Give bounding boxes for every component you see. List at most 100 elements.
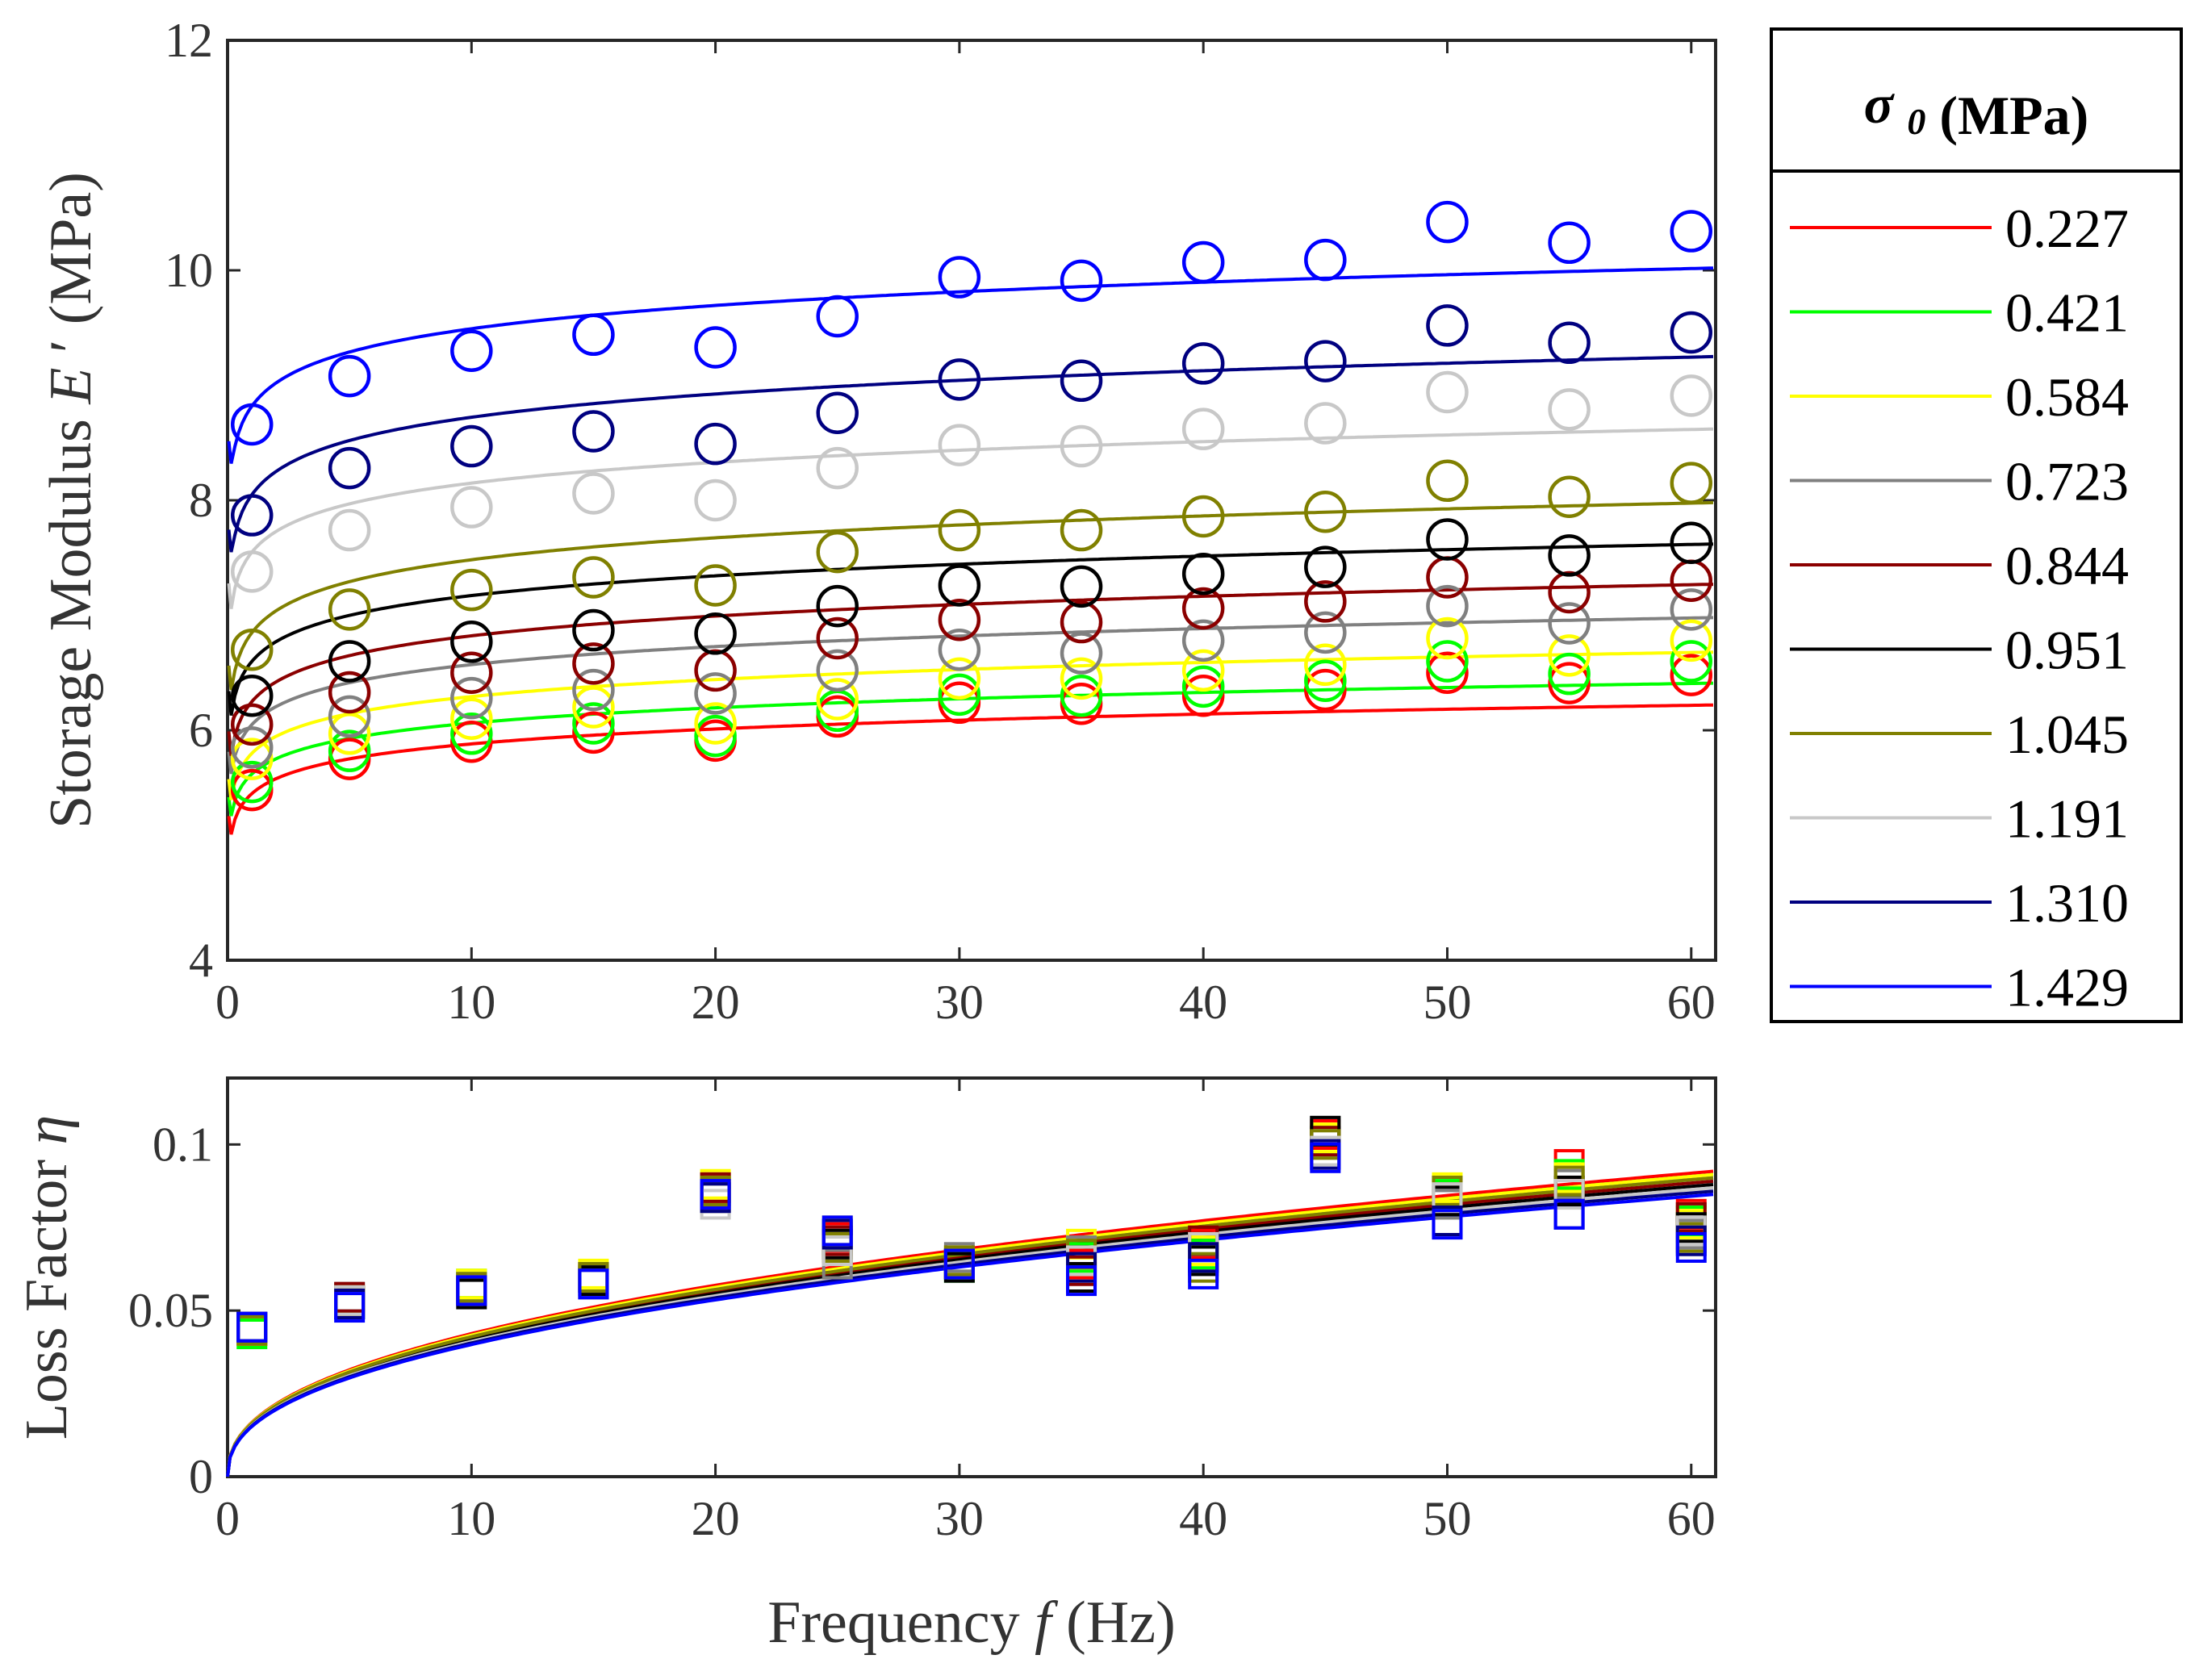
top-data-point xyxy=(450,621,493,663)
bottom-xlabel: Frequency f (Hz) xyxy=(767,1590,1175,1656)
bottom-data-point xyxy=(1310,1142,1341,1173)
legend-entry-label: 0.584 xyxy=(2005,366,2129,428)
top-data-point xyxy=(230,738,274,780)
top-data-point xyxy=(450,713,493,755)
bottom-data-point xyxy=(943,1248,975,1280)
top-data-point xyxy=(938,508,981,552)
top-data-point xyxy=(816,530,859,574)
top-data-point xyxy=(450,651,493,694)
bottom-data-point xyxy=(578,1268,609,1300)
legend-entry-label: 0.421 xyxy=(2005,282,2129,344)
bottom-xlabel-unit: (Hz) xyxy=(1066,1590,1176,1656)
top-data-point xyxy=(230,550,274,593)
top-data-point xyxy=(1304,611,1347,654)
top-xtick-label: 40 xyxy=(1179,976,1227,1029)
top-data-point xyxy=(1181,619,1225,662)
top-data-point xyxy=(572,686,615,729)
top-data-point xyxy=(1304,580,1347,623)
top-data-point xyxy=(1181,649,1225,692)
top-markers xyxy=(230,200,1713,812)
top-data-point xyxy=(816,649,859,692)
top-data-point xyxy=(816,446,859,490)
top-data-point xyxy=(572,711,615,754)
top-data-point xyxy=(1060,259,1103,303)
top-data-point xyxy=(572,472,615,515)
top-data-point xyxy=(1060,657,1103,700)
top-data-point xyxy=(328,354,371,398)
top-data-point xyxy=(1426,304,1469,347)
top-data-point xyxy=(694,564,737,607)
top-data-point xyxy=(816,678,859,721)
top-data-point xyxy=(328,640,371,683)
top-axis-ticks: 0 10 20 30 40 50 60 4 6 8 10 12 xyxy=(165,14,1716,1029)
top-data-point xyxy=(1181,552,1225,596)
bottom-xlabel-symbol: f xyxy=(1035,1590,1059,1656)
bottom-xtick-label: 20 xyxy=(692,1492,740,1545)
top-xtick-label: 0 xyxy=(215,976,240,1029)
top-data-point xyxy=(1181,665,1225,708)
bottom-xtick-label: 10 xyxy=(447,1492,495,1545)
top-data-point xyxy=(450,568,493,612)
top-data-point xyxy=(328,446,371,490)
bottom-xtick-label: 30 xyxy=(935,1492,984,1545)
top-data-point xyxy=(572,668,615,712)
top-data-point xyxy=(1304,238,1347,282)
top-ylabel-symbol: E xyxy=(38,367,104,404)
top-data-point xyxy=(1548,221,1591,265)
top-ytick-label: 12 xyxy=(165,14,213,67)
top-data-point xyxy=(1548,534,1591,577)
top-data-point xyxy=(1426,640,1469,683)
top-xtick-label: 50 xyxy=(1423,976,1471,1029)
top-data-point xyxy=(1304,491,1347,533)
top-data-point xyxy=(450,329,493,372)
legend-entry-label: 1.429 xyxy=(2005,957,2129,1018)
top-data-point xyxy=(694,702,737,745)
legend-title: σ 0 (MPa) xyxy=(1864,73,2089,146)
top-ytick-label: 10 xyxy=(165,244,213,297)
top-ylabel-main: Storage Modulus xyxy=(38,419,104,829)
top-data-point xyxy=(1426,370,1469,414)
top-data-point xyxy=(230,703,274,746)
top-data-point xyxy=(938,256,981,299)
bottom-data-point xyxy=(334,1292,366,1323)
top-data-point xyxy=(1670,640,1713,683)
top-data-point xyxy=(816,584,859,628)
legend-entry-label: 1.191 xyxy=(2005,788,2129,850)
top-data-point xyxy=(1060,632,1103,675)
top-data-point xyxy=(328,729,371,772)
top-data-point xyxy=(1670,462,1713,504)
top-data-point xyxy=(572,556,615,599)
top-data-point xyxy=(1181,240,1225,284)
top-data-point xyxy=(1060,600,1103,644)
top-data-point xyxy=(450,676,493,720)
top-data-point xyxy=(1181,587,1225,630)
top-ytick-label: 8 xyxy=(189,474,213,527)
top-data-point xyxy=(328,508,371,552)
top-fit-curve xyxy=(227,500,1714,691)
bottom-ytick-label: 0.05 xyxy=(128,1284,213,1337)
top-data-point xyxy=(328,588,371,631)
bottom-data-point xyxy=(1188,1242,1219,1273)
top-data-point xyxy=(1548,662,1591,704)
top-data-point xyxy=(1548,652,1591,696)
top-data-point xyxy=(1181,342,1225,385)
bottom-ytick-label: 0.1 xyxy=(153,1118,213,1171)
bottom-fit-curve xyxy=(226,1193,1714,1477)
top-data-point xyxy=(230,675,274,717)
bottom-xlabel-main: Frequency xyxy=(767,1590,1019,1656)
bottom-xtick-label: 60 xyxy=(1667,1492,1716,1545)
top-data-point xyxy=(1304,545,1347,588)
top-data-point xyxy=(694,479,737,522)
top-data-point xyxy=(1426,518,1469,561)
bottom-axis-ticks: 0 10 20 30 40 50 60 0 0.05 0.1 xyxy=(128,1078,1716,1545)
bottom-ylabel-main: Loss Factor xyxy=(14,1160,80,1440)
top-data-point xyxy=(572,702,615,745)
top-data-point xyxy=(1670,210,1713,253)
legend-title-symbol: σ xyxy=(1864,73,1896,135)
legend-entry-label: 0.723 xyxy=(2005,451,2129,512)
legend-entry-label: 1.045 xyxy=(2005,704,2129,765)
top-data-point xyxy=(1304,402,1347,445)
legend-entry-label: 0.227 xyxy=(2005,198,2129,259)
top-data-point xyxy=(1548,634,1591,677)
